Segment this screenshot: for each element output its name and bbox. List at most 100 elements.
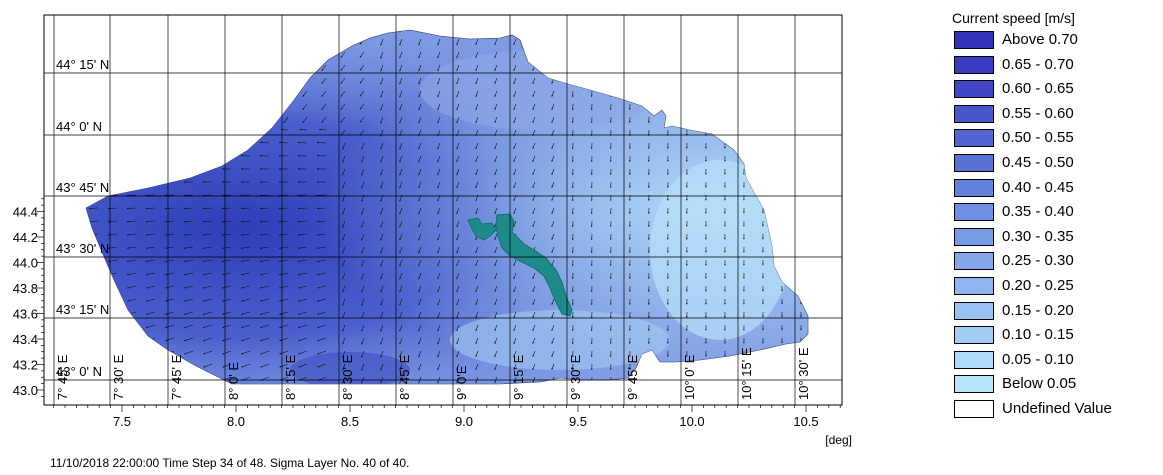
current-arrow (380, 220, 384, 228)
current-arrow (297, 141, 308, 144)
legend-title: Current speed [m/s] (952, 10, 1075, 26)
current-arrow (380, 142, 384, 150)
current-arrow (188, 116, 194, 124)
current-arrow (70, 260, 79, 262)
current-arrow (52, 351, 61, 354)
current-arrow (207, 77, 213, 85)
legend-item: 0.55 - 0.60 (954, 102, 1159, 127)
current-arrow (278, 272, 289, 276)
current-arrow (107, 259, 118, 263)
current-arrow (456, 181, 460, 189)
current-arrow (456, 142, 460, 150)
legend-label: 0.35 - 0.40 (1002, 203, 1074, 221)
current-arrow (399, 233, 403, 241)
current-arrow (513, 220, 517, 228)
current-arrow (418, 90, 422, 98)
current-arrow (298, 311, 308, 315)
current-arrow (203, 337, 213, 342)
current-arrow (437, 77, 441, 85)
current-arrow (380, 285, 384, 293)
current-arrow (241, 337, 251, 342)
current-arrow (183, 233, 194, 236)
current-arrow (494, 51, 498, 59)
x-tick-label: 8.5 (341, 414, 359, 429)
current-arrow (418, 77, 422, 85)
current-arrow (183, 141, 194, 144)
current-arrow (340, 51, 346, 58)
legend-label: 0.55 - 0.60 (1002, 104, 1074, 122)
current-arrow (131, 38, 137, 46)
current-arrow (321, 64, 327, 71)
current-arrow (399, 64, 403, 72)
current-arrow (150, 38, 156, 46)
legend-label: 0.60 - 0.65 (1002, 80, 1074, 98)
current-arrow (437, 220, 441, 228)
current-arrow (494, 168, 498, 176)
current-arrow (418, 116, 422, 124)
current-arrow (475, 64, 479, 72)
current-arrow (298, 324, 308, 329)
current-arrow (532, 337, 536, 344)
current-arrow (361, 155, 365, 163)
current-arrow (302, 90, 308, 97)
current-arrow (165, 337, 175, 342)
current-arrow (475, 155, 479, 163)
current-arrow (226, 64, 232, 72)
current-arrow (551, 233, 555, 240)
current-arrow (126, 246, 137, 249)
current-arrow (494, 272, 498, 280)
current-arrow (145, 285, 156, 289)
current-arrow (340, 64, 346, 71)
current-arrow (260, 298, 270, 302)
current-arrow (283, 30, 289, 32)
current-arrow (513, 38, 517, 46)
current-arrow (532, 298, 536, 305)
current-arrow (475, 246, 479, 254)
current-arrow (112, 51, 118, 59)
current-arrow (298, 337, 308, 342)
current-arrow (456, 324, 460, 332)
current-arrow (418, 38, 422, 46)
current-arrow (240, 259, 251, 263)
current-arrow (399, 350, 403, 358)
current-arrow (259, 220, 270, 223)
current-arrow (302, 30, 308, 32)
current-arrow (456, 116, 460, 124)
current-arrow (259, 141, 270, 144)
current-arrow (494, 259, 498, 267)
longitude-label: 9° 0'E (454, 365, 469, 400)
current-arrow (551, 311, 555, 318)
current-arrow (418, 103, 422, 111)
current-arrow (51, 221, 60, 222)
current-arrow (283, 116, 289, 123)
legend-item: 0.15 - 0.20 (954, 299, 1159, 324)
current-arrow (70, 273, 79, 275)
current-arrow (169, 77, 175, 85)
current-arrow (245, 64, 251, 72)
current-arrow (203, 298, 213, 302)
current-arrow (184, 363, 194, 368)
current-arrow (261, 128, 270, 131)
current-arrow (202, 141, 213, 144)
current-arrow (283, 90, 289, 97)
current-arrow (112, 38, 118, 46)
current-arrow (418, 259, 422, 267)
current-arrow (456, 220, 460, 228)
current-arrow (70, 208, 79, 209)
current-arrow (260, 324, 270, 329)
current-arrow (551, 363, 555, 370)
current-arrow (399, 337, 403, 345)
current-arrow (437, 207, 441, 215)
current-arrow (150, 116, 156, 124)
current-arrow (240, 220, 251, 223)
current-arrow (359, 129, 365, 136)
current-arrow (127, 324, 137, 329)
current-arrow (437, 285, 441, 293)
current-arrow (107, 207, 118, 210)
x-tick-label: 9.5 (569, 414, 587, 429)
current-arrow (513, 285, 517, 293)
current-arrow (279, 298, 289, 302)
current-arrow (88, 220, 99, 223)
current-arrow (532, 90, 536, 97)
current-arrow (226, 90, 232, 98)
